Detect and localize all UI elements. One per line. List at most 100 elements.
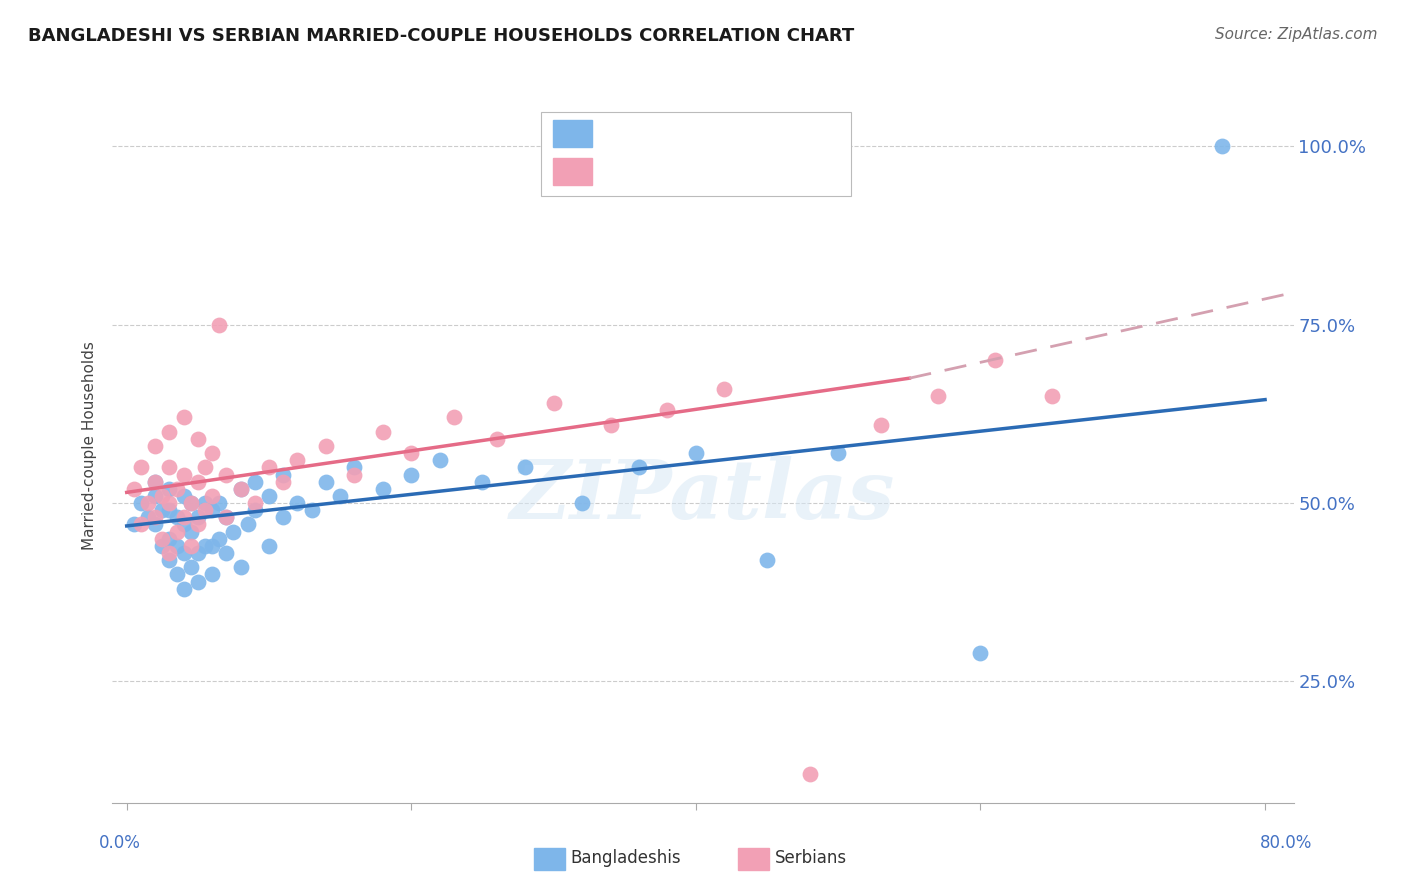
Point <box>983 353 1005 368</box>
Point <box>969 646 991 660</box>
Point <box>685 446 707 460</box>
Point <box>194 496 217 510</box>
Point <box>401 467 423 482</box>
Point <box>187 574 209 589</box>
Point <box>180 496 202 510</box>
Text: N =: N = <box>703 163 740 181</box>
Point <box>173 410 195 425</box>
Point <box>215 546 238 560</box>
Point <box>180 560 202 574</box>
Point <box>173 489 195 503</box>
Point <box>129 496 152 510</box>
Point <box>543 396 565 410</box>
Text: Serbians: Serbians <box>775 849 846 867</box>
Point <box>157 496 180 510</box>
Point <box>208 496 231 510</box>
Point <box>201 567 224 582</box>
Point <box>201 503 224 517</box>
Point <box>257 489 280 503</box>
Point <box>180 524 202 539</box>
Point <box>187 475 209 489</box>
Point <box>173 510 195 524</box>
Point <box>513 460 536 475</box>
Point <box>1211 139 1233 153</box>
Point <box>271 510 294 524</box>
Point <box>180 496 202 510</box>
Point <box>343 467 366 482</box>
Point <box>157 546 180 560</box>
Point <box>208 532 231 546</box>
Point <box>870 417 893 432</box>
Point <box>201 446 224 460</box>
Point <box>129 517 152 532</box>
Point <box>222 524 245 539</box>
Point <box>229 482 252 496</box>
Point <box>243 475 266 489</box>
Point <box>194 460 217 475</box>
Point <box>122 517 145 532</box>
Point <box>166 539 188 553</box>
Point <box>194 503 217 517</box>
Text: 61: 61 <box>735 125 762 145</box>
Text: 0.0%: 0.0% <box>98 834 141 852</box>
Point <box>136 496 159 510</box>
Point <box>713 382 735 396</box>
Point <box>571 496 593 510</box>
Point <box>1040 389 1063 403</box>
Point <box>157 503 180 517</box>
Point <box>657 403 679 417</box>
Point <box>173 467 195 482</box>
Point <box>150 539 173 553</box>
Point <box>215 510 238 524</box>
Point <box>194 539 217 553</box>
Point <box>173 582 195 596</box>
Point <box>627 460 650 475</box>
Point <box>150 532 173 546</box>
Point <box>315 475 337 489</box>
Point <box>401 446 423 460</box>
Point <box>229 482 252 496</box>
Point <box>271 467 294 482</box>
Point <box>143 475 166 489</box>
Point <box>215 467 238 482</box>
Text: N =: N = <box>703 126 740 144</box>
Point <box>371 482 394 496</box>
Point <box>150 503 173 517</box>
Point <box>329 489 352 503</box>
Point <box>166 567 188 582</box>
Text: Bangladeshis: Bangladeshis <box>571 849 682 867</box>
Text: ZIPatlas: ZIPatlas <box>510 456 896 536</box>
Point <box>315 439 337 453</box>
Point <box>827 446 849 460</box>
Point <box>799 767 821 781</box>
Point <box>157 532 180 546</box>
Text: 0.276: 0.276 <box>636 126 692 144</box>
Point <box>243 496 266 510</box>
Point <box>257 539 280 553</box>
Point <box>187 546 209 560</box>
Point <box>927 389 949 403</box>
Point <box>187 510 209 524</box>
Point <box>136 510 159 524</box>
Point <box>257 460 280 475</box>
Point <box>371 425 394 439</box>
Text: R =: R = <box>602 126 638 144</box>
Point <box>166 524 188 539</box>
Point <box>143 510 166 524</box>
Point <box>229 560 252 574</box>
Point <box>150 489 173 503</box>
Text: R =: R = <box>602 163 638 181</box>
Point <box>301 503 323 517</box>
Point <box>287 453 309 467</box>
Point <box>287 496 309 510</box>
Point <box>208 318 231 332</box>
Point <box>599 417 621 432</box>
Point <box>187 517 209 532</box>
Point <box>201 489 224 503</box>
Point <box>443 410 465 425</box>
Point <box>201 539 224 553</box>
Point <box>215 510 238 524</box>
Point <box>122 482 145 496</box>
Point <box>173 546 195 560</box>
Point <box>343 460 366 475</box>
